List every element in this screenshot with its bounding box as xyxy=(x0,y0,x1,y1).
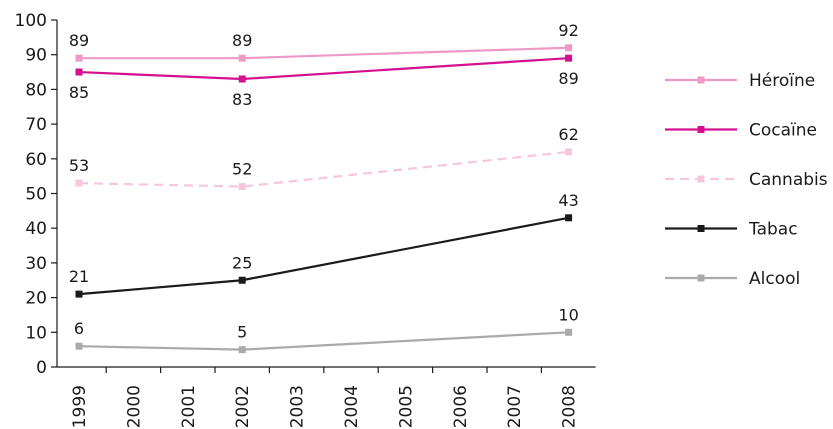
x-tick-label: 1999 xyxy=(70,385,90,428)
legend-label: Cocaïne xyxy=(749,121,817,141)
legend-swatch-marker xyxy=(697,274,705,282)
x-tick-label: 2003 xyxy=(288,385,308,428)
data-point xyxy=(238,54,246,62)
data-point xyxy=(75,54,83,62)
data-point xyxy=(75,179,83,187)
y-tick-label: 70 xyxy=(25,115,47,135)
legend-label: Héroïne xyxy=(749,71,815,91)
y-tick-label: 20 xyxy=(25,289,47,309)
data-label: 5 xyxy=(237,323,247,342)
data-label: 92 xyxy=(558,21,578,40)
legend-swatch-marker xyxy=(697,175,705,183)
data-point xyxy=(238,276,246,284)
data-label: 85 xyxy=(69,83,89,102)
y-tick-label: 10 xyxy=(25,323,47,343)
data-label: 21 xyxy=(69,267,89,286)
x-tick-label: 2008 xyxy=(560,385,580,428)
data-label: 6 xyxy=(74,319,84,338)
series-line xyxy=(78,150,569,188)
data-label: 62 xyxy=(558,125,578,144)
y-tick-label: 0 xyxy=(36,358,47,378)
x-tick-label: 2007 xyxy=(505,385,525,428)
y-tick-label: 80 xyxy=(25,80,47,100)
y-tick-label: 30 xyxy=(25,254,47,274)
legend-swatch-marker xyxy=(697,126,705,133)
data-label: 52 xyxy=(232,160,252,179)
legend-label: Alcool xyxy=(749,269,800,289)
legend-swatch-marker xyxy=(697,225,705,232)
data-label: 89 xyxy=(558,69,578,88)
x-tick-label: 2006 xyxy=(451,385,471,428)
data-point xyxy=(238,183,246,191)
x-tick-label: 2001 xyxy=(179,385,199,428)
data-label: 89 xyxy=(232,31,252,50)
data-point xyxy=(565,214,573,222)
data-point xyxy=(565,328,573,336)
data-label: 83 xyxy=(232,90,252,109)
data-point xyxy=(75,68,83,76)
data-label: 43 xyxy=(558,191,578,210)
series-line xyxy=(78,216,569,296)
series-line xyxy=(78,57,569,81)
x-tick-label: 2002 xyxy=(233,385,253,428)
legend-label: Cannabis xyxy=(749,170,828,190)
series-line xyxy=(78,331,569,351)
data-point xyxy=(75,290,83,298)
x-tick-label: 2000 xyxy=(124,385,144,428)
data-point xyxy=(565,54,573,62)
data-label: 53 xyxy=(69,156,89,175)
data-label: 89 xyxy=(69,31,89,50)
y-tick-label: 90 xyxy=(25,46,47,66)
y-tick-label: 60 xyxy=(25,150,47,170)
data-label: 10 xyxy=(558,305,578,324)
series-line xyxy=(79,46,569,60)
data-label: 25 xyxy=(232,253,252,272)
y-tick-label: 50 xyxy=(25,185,47,205)
data-point xyxy=(238,346,246,354)
data-point xyxy=(238,75,246,83)
y-tick-label: 100 xyxy=(15,11,47,31)
data-point xyxy=(565,148,573,156)
y-tick-label: 40 xyxy=(25,219,47,239)
data-point xyxy=(75,342,83,350)
x-tick-label: 2005 xyxy=(396,385,416,428)
legend-label: Tabac xyxy=(748,220,798,240)
data-point xyxy=(565,44,573,52)
legend-swatch-marker xyxy=(697,76,705,84)
x-tick-label: 2004 xyxy=(342,385,362,428)
